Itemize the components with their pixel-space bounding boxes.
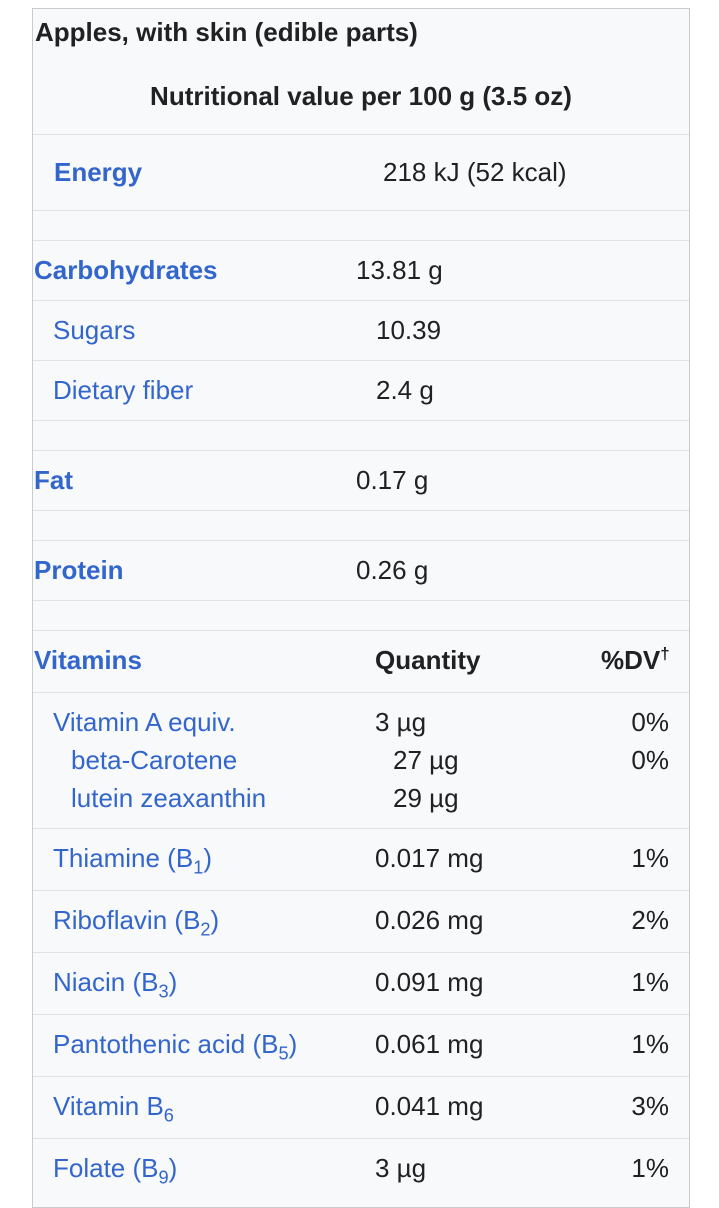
divider [33, 360, 689, 361]
divider [33, 240, 689, 241]
vitamin-b6-link[interactable]: Vitamin B6 [53, 1091, 174, 1126]
protein-value: 0.26 g [356, 555, 429, 585]
beta-carotene-dv: 0% [631, 745, 669, 775]
divider [33, 1014, 689, 1015]
niacin-row-label: Niacin (B3) [53, 967, 178, 1002]
infobox-subtitle: Nutritional value per 100 g (3.5 oz) [150, 81, 572, 111]
divider [33, 420, 689, 421]
carbohydrates-value: 13.81 g [356, 255, 443, 285]
niacin-link[interactable]: Niacin [53, 967, 126, 997]
quantity-header: Quantity [375, 645, 481, 675]
pantothenic-acid-quantity: 0.061 mg [375, 1029, 484, 1059]
energy-value: 218 kJ (52 kcal) [383, 157, 567, 187]
protein-link[interactable]: Protein [34, 555, 124, 585]
energy-link[interactable]: Energy [54, 157, 143, 187]
divider [33, 540, 689, 541]
beta-carotene-quantity: 27 µg [393, 745, 459, 775]
divider [33, 1076, 689, 1077]
vitamin-a-quantity: 3 µg [375, 707, 427, 737]
vitamin-b6-row-label: Vitamin B6 [53, 1091, 174, 1126]
divider [33, 1138, 689, 1139]
vitamin-b6-dv: 3% [631, 1091, 669, 1121]
sugars-link[interactable]: Sugars [53, 315, 136, 345]
lutein-zeaxanthin-quantity: 29 µg [393, 783, 459, 813]
divider [33, 600, 689, 601]
vitamins-link[interactable]: Vitamins [34, 645, 142, 675]
divider [33, 300, 689, 301]
niacin-dv: 1% [631, 967, 669, 997]
vitamin-b6-quantity: 0.041 mg [375, 1091, 484, 1121]
dagger-footnote[interactable]: † [660, 643, 670, 663]
dietary-fiber-value: 2.4 g [376, 375, 434, 405]
divider [33, 952, 689, 953]
divider [33, 134, 689, 135]
fat-link[interactable]: Fat [34, 465, 73, 495]
vitamin-a-link[interactable]: Vitamin A equiv. [53, 707, 236, 737]
riboflavin-dv: 2% [631, 905, 669, 935]
divider [33, 630, 689, 631]
divider [33, 692, 689, 693]
riboflavin-quantity: 0.026 mg [375, 905, 484, 935]
pantothenic-acid-dv: 1% [631, 1029, 669, 1059]
folate-dv: 1% [631, 1153, 669, 1183]
riboflavin-link[interactable]: Riboflavin [53, 905, 168, 935]
divider [33, 210, 689, 211]
thiamine-quantity: 0.017 mg [375, 843, 484, 873]
divider [33, 890, 689, 891]
thiamine-link[interactable]: Thiamine [53, 843, 160, 873]
pantothenic-acid-link[interactable]: Pantothenic acid [53, 1029, 246, 1059]
nutrition-infobox: Apples, with skin (edible parts) Nutriti… [32, 8, 690, 1208]
infobox-title: Apples, with skin (edible parts) [35, 17, 418, 47]
fat-value: 0.17 g [356, 465, 429, 495]
beta-carotene-link[interactable]: beta-Carotene [71, 745, 238, 775]
folate-row-label: Folate (B9) [53, 1153, 178, 1188]
folate-quantity: 3 µg [375, 1153, 427, 1183]
dietary-fiber-link[interactable]: Dietary fiber [53, 375, 194, 405]
divider [33, 450, 689, 451]
pantothenic-row-label: Pantothenic acid (B5) [53, 1029, 298, 1064]
folate-link[interactable]: Folate [53, 1153, 126, 1183]
riboflavin-row-label: Riboflavin (B2) [53, 905, 220, 940]
divider [33, 828, 689, 829]
vitamin-a-dv: 0% [631, 707, 669, 737]
divider [33, 510, 689, 511]
thiamine-row-label: Thiamine (B1) [53, 843, 212, 878]
sugars-value: 10.39 [376, 315, 442, 345]
niacin-quantity: 0.091 mg [375, 967, 484, 997]
lutein-zeaxanthin-link[interactable]: lutein zeaxanthin [71, 783, 267, 813]
dv-header: %DV† [601, 643, 670, 675]
thiamine-dv: 1% [631, 843, 669, 873]
carbohydrates-link[interactable]: Carbohydrates [34, 255, 218, 285]
